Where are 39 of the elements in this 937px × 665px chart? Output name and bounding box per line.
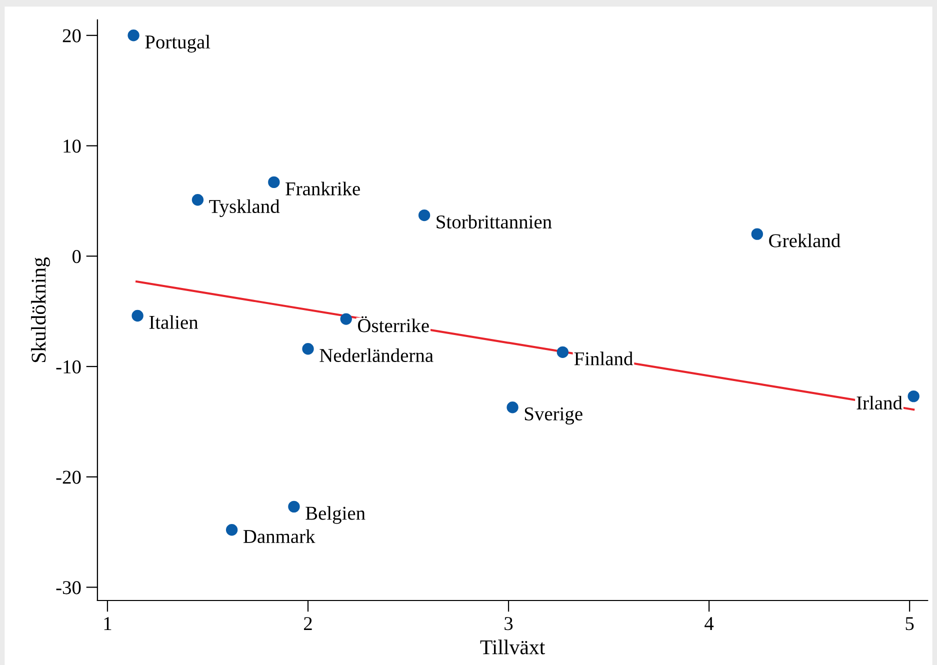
point (418, 209, 430, 222)
point (908, 390, 920, 402)
x-tick-label: 5 (906, 617, 914, 630)
point (302, 343, 314, 355)
point (128, 30, 140, 42)
annotation: Portugal (145, 34, 210, 53)
y-tick-label: 0 (72, 250, 81, 264)
annotation: Grekland (769, 234, 840, 248)
annotation: Finland (574, 352, 633, 366)
x-tick-label: 4 (704, 617, 714, 630)
annotation: Tyskland (209, 199, 280, 218)
y-tick-label: -20 (56, 470, 81, 484)
annotation: Italien (149, 315, 198, 329)
point (192, 194, 204, 206)
point (340, 313, 352, 325)
annotation: Sverige (524, 407, 582, 424)
annotation: Storbrittannien (436, 214, 552, 229)
annotation: Österrike (358, 316, 429, 332)
x-tick-label: 1 (104, 617, 112, 630)
point (506, 402, 518, 414)
x-tick-label: 3 (504, 617, 513, 630)
y-axis-title: Skuldökning (31, 257, 50, 362)
x-axis-title: Tillväxt (480, 640, 546, 654)
annotation: Belgien (306, 506, 366, 524)
point (226, 524, 238, 536)
point (556, 346, 569, 358)
point (751, 228, 764, 240)
point (288, 500, 300, 513)
x-tick-label: 2 (304, 617, 312, 630)
annotation: Frankrike (286, 182, 360, 196)
annotation: Nederländerna (320, 348, 434, 362)
annotation: Irland (856, 396, 902, 410)
y-tick-label: -30 (56, 581, 81, 594)
annotation: Danmark (243, 529, 316, 544)
y-tick-label: -10 (56, 360, 81, 374)
point (132, 310, 144, 322)
point (268, 176, 280, 188)
y-tick-label: 10 (64, 140, 81, 153)
y-tick-label: 20 (62, 29, 81, 42)
